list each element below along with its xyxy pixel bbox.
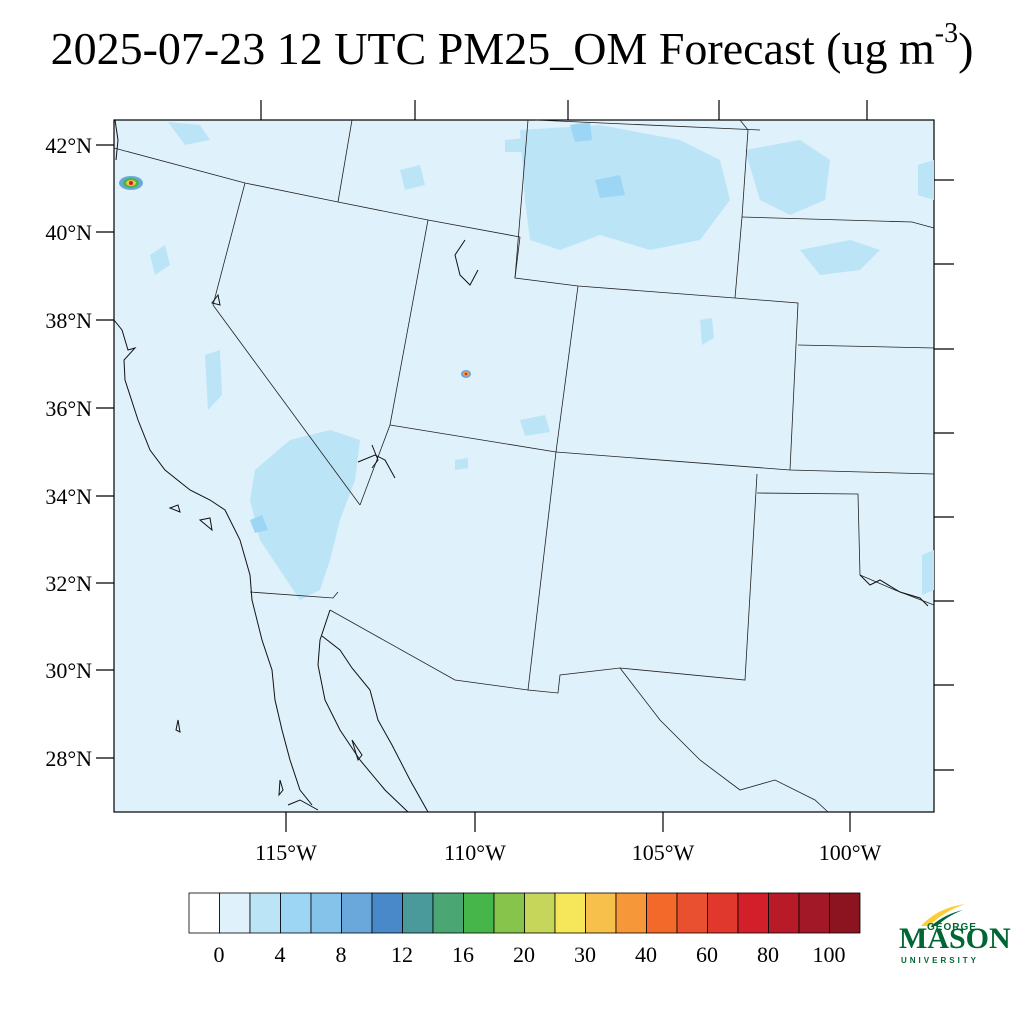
fire-hotspot-utah (461, 370, 471, 378)
lat-label: 34°N (45, 484, 92, 509)
lat-label: 32°N (45, 571, 92, 596)
colorbar-swatch (646, 892, 678, 934)
colorbar-swatch (798, 892, 830, 934)
colorbar-swatch (768, 892, 800, 934)
map-title: 2025-07-23 12 UTC PM25_OM Forecast (ug m… (0, 20, 1024, 75)
lon-label: 105°W (632, 840, 695, 865)
colorbar-swatch (402, 892, 434, 934)
colorbar-swatch (585, 892, 617, 934)
colorbar-swatch (432, 892, 464, 934)
colorbar-label: 30 (574, 942, 596, 967)
colorbar-swatch (371, 892, 403, 934)
colorbar-swatch (188, 892, 220, 934)
lat-label: 40°N (45, 220, 92, 245)
colorbar (188, 892, 861, 934)
colorbar-swatch (249, 892, 281, 934)
colorbar-swatch (707, 892, 739, 934)
logo-swoosh-icon (921, 904, 965, 926)
colorbar-swatch (280, 892, 312, 934)
lat-ticks-left (96, 144, 114, 759)
colorbar-swatch (310, 892, 342, 934)
lon-label: 115°W (255, 840, 317, 865)
colorbar-swatch (493, 892, 525, 934)
colorbar-swatch (554, 892, 586, 934)
colorbar-swatch (676, 892, 708, 934)
colorbar-label: 12 (391, 942, 413, 967)
colorbar-label: 0 (214, 942, 225, 967)
colorbar-label: 40 (635, 942, 657, 967)
concentration-patches (150, 122, 934, 600)
colorbar-swatch (219, 892, 251, 934)
colorbar-swatch (524, 892, 556, 934)
fire-hotspot-california (119, 176, 143, 190)
title-exponent: -3 (934, 18, 959, 49)
map-background (113, 119, 935, 813)
lon-ticks-top (260, 100, 868, 120)
lon-label: 110°W (444, 840, 506, 865)
colorbar-swatch (463, 892, 495, 934)
colorbar-swatch (737, 892, 769, 934)
colorbar-label: 16 (452, 942, 474, 967)
colorbar-label: 80 (757, 942, 779, 967)
lat-label: 42°N (45, 133, 92, 158)
title-close: ) (958, 23, 974, 74)
lat-label: 28°N (45, 746, 92, 771)
colorbar-label: 8 (336, 942, 347, 967)
lat-label: 36°N (45, 396, 92, 421)
colorbar-label: 100 (813, 942, 846, 967)
colorbar-label: 60 (696, 942, 718, 967)
logo-george: GEORGE (927, 922, 977, 933)
state-borders (113, 119, 935, 813)
university-logo: GEORGE MASON UNIVERSITY (895, 900, 1011, 970)
logo-mason: MASON (899, 922, 1011, 955)
colorbar-labels: 0 4 8 12 16 20 30 40 60 80 100 (214, 942, 846, 967)
colorbar-swatch (829, 892, 861, 934)
colorbar-swatch (615, 892, 647, 934)
coastline (113, 119, 929, 813)
colorbar-label: 20 (513, 942, 535, 967)
lat-ticks-right (934, 179, 954, 771)
logo-university: UNIVERSITY (901, 956, 980, 965)
lon-label: 100°W (819, 840, 882, 865)
lon-ticks-bottom (285, 812, 851, 832)
colorbar-swatch (341, 892, 373, 934)
lat-label: 30°N (45, 658, 92, 683)
colorbar-label: 4 (275, 942, 286, 967)
lat-label: 38°N (45, 308, 92, 333)
concentration-patches-mid (250, 122, 625, 533)
title-text: 2025-07-23 12 UTC PM25_OM Forecast (ug m (50, 23, 935, 74)
